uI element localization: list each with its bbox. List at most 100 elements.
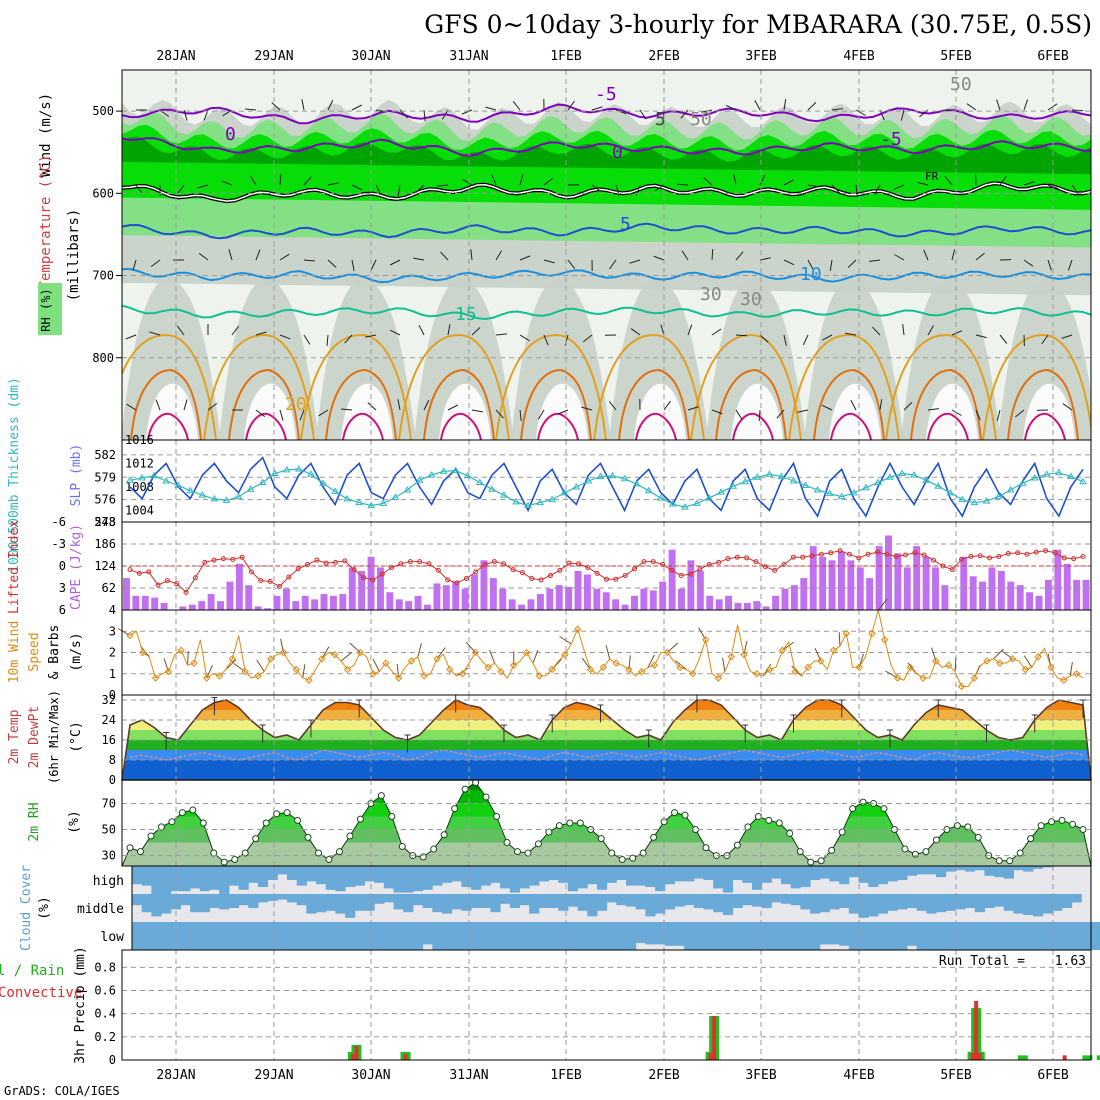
wind-barb (183, 109, 188, 121)
cloud-middle-cell (800, 894, 811, 910)
cape-bar (781, 588, 789, 610)
wind-marker (881, 636, 889, 644)
cloud-high-cell (955, 866, 966, 871)
rh-marker (283, 809, 291, 817)
cloud-high-cell (868, 866, 879, 887)
wind-barb (630, 328, 641, 336)
li-marker (379, 571, 385, 577)
li-marker (314, 557, 320, 563)
cape-bar (527, 599, 535, 610)
thickness-marker (813, 485, 822, 493)
li-marker (1061, 555, 1067, 561)
cloud-low-cell (936, 922, 947, 950)
cloud-middle-cell (674, 894, 685, 907)
cape-bar (583, 574, 591, 610)
cloud-middle-cell (906, 894, 918, 908)
wind-barb (609, 259, 617, 270)
wind-barb (415, 184, 425, 193)
wind-marker (727, 653, 735, 661)
li-marker (566, 560, 572, 566)
cloud-high-cell (965, 866, 976, 872)
cloud-low-cell (354, 922, 365, 950)
wind-barb (1047, 184, 1059, 190)
rh-marker (974, 833, 982, 841)
wind-barb (370, 259, 377, 271)
cape-bar (433, 583, 441, 610)
thickness-marker (922, 476, 931, 483)
wind-barb (807, 184, 819, 188)
cloud-middle-cell (325, 894, 336, 911)
wind-barb (1015, 409, 1025, 418)
isotherm-20-3 (398, 333, 510, 440)
cloud-middle-cell (771, 894, 782, 903)
rh-marker (199, 819, 207, 827)
contour-label: 30 (740, 289, 762, 310)
cloud-layer-label: middle (77, 902, 124, 917)
cape-bar (809, 546, 817, 610)
wind-barb (807, 101, 817, 111)
wind-barb (759, 257, 771, 261)
cloud-high-cell (626, 866, 637, 886)
cloud-high-cell (848, 866, 860, 878)
cloud-middle-cell (345, 894, 356, 918)
cape-bar (743, 602, 751, 610)
cape-bar (546, 588, 554, 610)
li-marker (977, 553, 983, 559)
rh-dry-core-5 (634, 383, 686, 440)
thickness-marker (355, 498, 364, 506)
cloud-low-cell (761, 922, 772, 950)
wind-barb (1071, 109, 1084, 112)
thickness-marker (138, 474, 146, 481)
cloud-middle-cell (868, 894, 879, 917)
cloud-low-cell (141, 922, 152, 950)
cloud-middle-cell (151, 894, 162, 917)
axis-label-2: Speed (27, 632, 42, 671)
y-tick-label: 8 (109, 753, 116, 767)
li-marker (174, 581, 180, 587)
cloud-low-cell (306, 922, 317, 950)
cloud-high-cell (432, 866, 443, 886)
cloud-low-cell (1052, 922, 1063, 950)
wind-barb (591, 184, 602, 192)
cape-bar (480, 560, 488, 610)
cloud-low-cell (984, 922, 995, 950)
wind-marker (932, 657, 940, 665)
panel-bg (122, 950, 1091, 1060)
axis-label-1: Cloud Cover (19, 865, 34, 951)
thickness-marker (162, 477, 171, 484)
cape-bar (329, 595, 337, 610)
cloud-middle-cell (936, 894, 947, 913)
rh-plume-8 (901, 278, 1001, 440)
rh-marker (189, 806, 197, 814)
rh-marker (304, 833, 312, 841)
axis-label-2: 2m DewPt (27, 706, 42, 769)
cloud-middle-cell (713, 894, 724, 913)
cloud-middle-cell (684, 894, 695, 906)
cape-bar (1007, 581, 1015, 610)
rh-marker (681, 811, 689, 819)
cloud-middle-cell (965, 894, 976, 908)
cape-bar (395, 599, 403, 610)
wind-barb (1067, 259, 1073, 271)
precip-convective-bar (354, 1046, 359, 1060)
cape-bar (377, 567, 384, 610)
cape-bar (471, 574, 478, 610)
cloud-middle-cell (422, 894, 433, 908)
li-marker (230, 556, 236, 562)
wind-barb (327, 259, 337, 268)
wind-barb (680, 109, 689, 119)
rh-marker (796, 848, 804, 856)
wind-barb (996, 409, 1001, 421)
wind-barb (999, 334, 1008, 344)
footer-credit: GrADS: COLA/IGES (4, 1084, 120, 1098)
cloud-high-cell (781, 866, 792, 885)
cloud-high-cell (199, 866, 210, 892)
cape-bar (687, 560, 695, 610)
cape-bar (367, 556, 375, 610)
li-marker (940, 563, 946, 569)
precip-convective-bar (1062, 1055, 1067, 1060)
wind-barb (711, 328, 722, 336)
wind-marker (484, 663, 492, 672)
li-marker (1071, 556, 1077, 562)
thickness-marker (572, 482, 581, 490)
